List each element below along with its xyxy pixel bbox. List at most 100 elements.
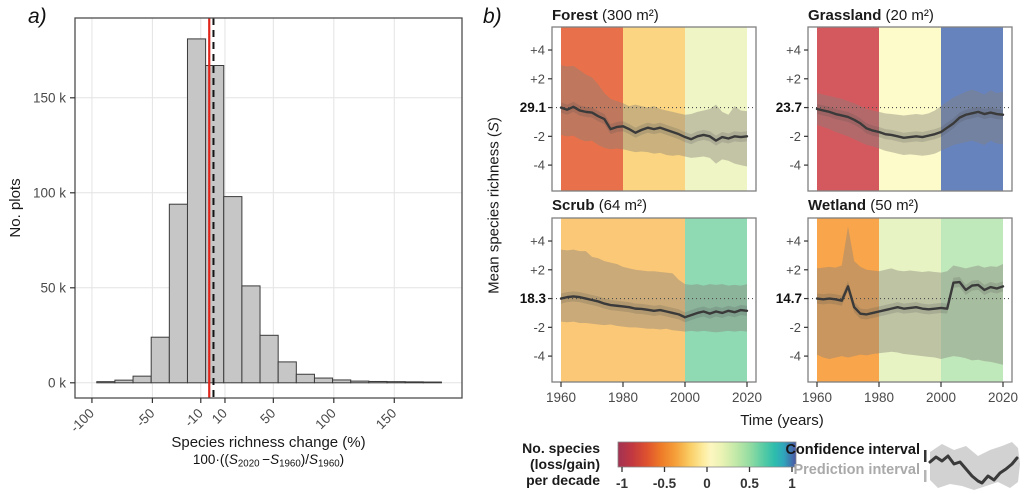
histogram-bar (350, 380, 370, 384)
histogram-bar (241, 285, 261, 384)
decade-color-band (561, 218, 685, 382)
baseline-richness-value: 23.7 (776, 100, 802, 115)
histogram-bar (277, 361, 297, 384)
histogram-x-axis-label: Species richness change (%) (171, 434, 365, 451)
decade-color-band (623, 27, 685, 191)
grassland-trend-chart: +4 +2 -2 -4 23.7 (776, 26, 1013, 192)
decade-color-band (879, 27, 941, 191)
svg-text:0: 0 (703, 476, 711, 491)
histogram-bar (132, 375, 152, 384)
svg-text:100 k: 100 k (33, 185, 66, 200)
decade-color-band (685, 27, 747, 191)
svg-text:-2: -2 (533, 129, 545, 144)
histogram-bar (168, 203, 188, 384)
svg-text:150 k: 150 k (33, 90, 66, 105)
svg-text:150: 150 (373, 406, 400, 433)
decade-color-band (941, 27, 1003, 191)
scrub-title: Scrub (64 m²) (552, 197, 648, 214)
svg-text:1960: 1960 (802, 390, 832, 405)
forest-trend-chart: +4 +2 -2 -4 29.1 (520, 26, 757, 192)
svg-text:+2: +2 (530, 262, 545, 277)
colorbar: -1 -0.5 0 0.5 1 (616, 441, 797, 491)
svg-text:50 k: 50 k (40, 280, 66, 295)
forest-title: Forest (300 m²) (552, 7, 659, 24)
svg-text:+4: +4 (530, 43, 545, 58)
svg-text:-2: -2 (789, 129, 801, 144)
svg-text:2000: 2000 (670, 390, 700, 405)
svg-text:-4: -4 (533, 349, 545, 364)
histogram-y-axis-label: No. plots (7, 178, 24, 237)
histogram-bar (150, 336, 170, 384)
baseline-richness-value: 29.1 (520, 100, 547, 115)
svg-text:2020: 2020 (988, 390, 1018, 405)
decade-color-band (817, 27, 879, 191)
histogram-bar (114, 379, 134, 384)
timeseries-y-axis-label: Mean species richness (S) (485, 117, 503, 294)
svg-text:+2: +2 (530, 71, 545, 86)
wetland-trend-chart: +4 +2 -2 -4 14.7 1960 1980 2000 2020 (776, 217, 1018, 405)
prediction-interval-label: Prediction interval (793, 462, 920, 478)
histogram-formula: 100·((S2020 −S1960)/S1960) (192, 452, 345, 470)
decade-color-band (685, 218, 747, 382)
decade-color-band (879, 218, 941, 382)
svg-text:2000: 2000 (926, 390, 956, 405)
panel-b-label: b) (483, 5, 502, 28)
svg-text:+2: +2 (786, 262, 801, 277)
histogram-bar (186, 38, 207, 384)
svg-text:100: 100 (312, 406, 339, 433)
svg-text:-4: -4 (789, 349, 801, 364)
svg-text:1960: 1960 (546, 390, 576, 405)
confidence-interval-band (817, 276, 1003, 320)
svg-text:-2: -2 (533, 320, 545, 335)
histogram-bar (386, 381, 406, 384)
confidence-interval-band (817, 103, 1003, 143)
confidence-interval-label: Confidence interval (785, 442, 920, 458)
prediction-interval-band (817, 226, 1003, 365)
svg-text:-4: -4 (533, 158, 545, 173)
grassland-title: Grassland (20 m²) (808, 7, 934, 24)
baseline-richness-value: 14.7 (776, 291, 802, 306)
histogram-bar (313, 377, 334, 384)
svg-text:-2: -2 (789, 320, 801, 335)
svg-text:+4: +4 (786, 234, 801, 249)
svg-text:-4: -4 (789, 158, 801, 173)
mean-richness-line (815, 280, 1005, 316)
svg-text:-100: -100 (67, 406, 97, 436)
svg-text:-10: -10 (181, 406, 205, 430)
svg-text:1: 1 (788, 476, 796, 491)
prediction-interval-band (817, 89, 1003, 156)
svg-text:0.5: 0.5 (740, 476, 759, 491)
timeseries-x-axis-label: Time (years) (740, 412, 824, 429)
svg-text:10: 10 (209, 406, 230, 427)
histogram-bar (96, 381, 116, 384)
mean-richness-line (815, 107, 1005, 139)
panel-a-label: a) (28, 5, 47, 28)
svg-text:+4: +4 (786, 43, 801, 58)
wetland-title: Wetland (50 m²) (808, 197, 919, 214)
histogram-bar (332, 379, 352, 384)
prediction-interval-band (561, 65, 747, 167)
confidence-interval-band (561, 291, 747, 323)
svg-text:-50: -50 (133, 406, 157, 430)
histogram-plot: 0 k 50 k 100 k 150 k -100 -50 -10 10 50 100 150 No.… (7, 17, 463, 451)
svg-text:-0.5: -0.5 (653, 476, 677, 491)
histogram-bar (223, 196, 243, 384)
svg-text:0 k: 0 k (48, 375, 66, 390)
svg-text:1980: 1980 (608, 390, 638, 405)
svg-text:+2: +2 (786, 71, 801, 86)
colorbar-label: No. species (loss/gain) per decade (522, 440, 600, 488)
svg-text:+4: +4 (530, 234, 545, 249)
mean-richness-line (559, 295, 749, 319)
decade-color-band (941, 218, 1003, 382)
svg-text:50: 50 (257, 406, 278, 427)
histogram-bar (404, 381, 424, 384)
svg-text:1980: 1980 (864, 390, 894, 405)
svg-text:-1: -1 (616, 476, 628, 491)
histogram-bar (422, 381, 442, 384)
ci-pi-swatch-icon (924, 442, 1020, 490)
baseline-richness-value: 18.3 (520, 291, 547, 306)
mean-richness-line (559, 105, 749, 142)
histogram-bar (368, 380, 388, 384)
histogram-bar (295, 373, 315, 384)
